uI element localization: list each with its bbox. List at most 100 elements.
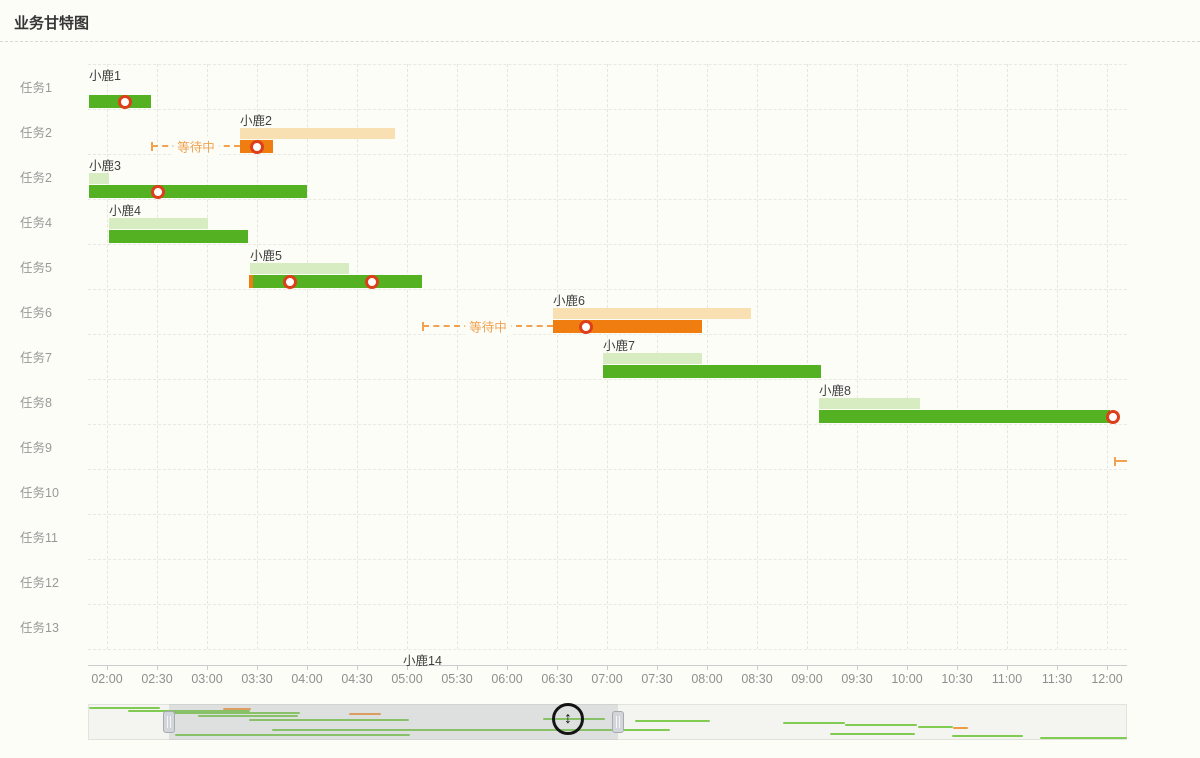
minimap-segment [1040, 737, 1127, 739]
minimap-segment [249, 719, 409, 721]
datazoom-selection[interactable] [169, 704, 618, 740]
waiting-connector-label: 等待中 [173, 136, 219, 156]
grid-vline [157, 64, 158, 649]
y-axis-label: 任务2 [20, 126, 52, 140]
x-axis-tick [907, 665, 908, 670]
grid-hline [88, 559, 1127, 560]
y-axis-label: 任务7 [20, 351, 52, 365]
y-axis-label: 任务4 [20, 216, 52, 230]
datazoom-handle-right[interactable] [611, 711, 624, 733]
grid-vline [757, 64, 758, 649]
x-axis-tick [1057, 665, 1058, 670]
task-bar-plan[interactable] [250, 263, 349, 274]
grid-hline [88, 424, 1127, 425]
bar-label: 小鹿7 [603, 339, 635, 353]
task-bar-actual[interactable] [253, 275, 422, 288]
task-bar-plan[interactable] [603, 353, 702, 364]
x-axis-label: 07:30 [641, 672, 673, 686]
x-axis-label: 02:30 [141, 672, 173, 686]
grid-hline [88, 109, 1127, 110]
x-axis-label: 12:00 [1091, 672, 1123, 686]
minimap-segment [272, 729, 670, 731]
task-bar-actual[interactable] [553, 320, 702, 333]
task-bar-plan[interactable] [553, 308, 751, 319]
task-bar-actual[interactable] [109, 230, 248, 243]
task-bar-actual[interactable] [603, 365, 821, 378]
x-axis-line [88, 665, 1127, 666]
x-axis-label: 09:00 [791, 672, 823, 686]
y-axis-label: 任务13 [20, 621, 59, 635]
grid-vline [457, 64, 458, 649]
task-bar-plan[interactable] [240, 128, 395, 139]
x-axis-label: 03:30 [241, 672, 273, 686]
x-axis-tick [957, 665, 958, 670]
progress-marker [118, 94, 132, 109]
grid-vline [857, 64, 858, 649]
x-axis-tick [407, 665, 408, 670]
waiting-connector-label: 等待中 [465, 316, 511, 336]
progress-marker [579, 319, 593, 334]
vertical-arrows-glyph: ↕ [564, 710, 572, 727]
datazoom-slider[interactable] [88, 704, 1127, 740]
progress-marker [365, 274, 379, 289]
grid-vline [907, 64, 908, 649]
progress-marker [250, 139, 264, 154]
x-axis-label: 05:30 [441, 672, 473, 686]
waiting-connector [1115, 460, 1127, 462]
task-bar-lead[interactable] [249, 275, 253, 288]
datazoom-track[interactable] [88, 704, 1127, 740]
x-axis-tick [157, 665, 158, 670]
grid-vline [107, 64, 108, 649]
grid-vline [507, 64, 508, 649]
minimap-segment [128, 710, 250, 712]
task-bar-plan[interactable] [819, 398, 920, 409]
grid-vline [307, 64, 308, 649]
x-axis-tick [257, 665, 258, 670]
x-axis-tick [557, 665, 558, 670]
progress-marker [151, 184, 165, 199]
grid-hline [88, 64, 1127, 65]
grid-hline [88, 514, 1127, 515]
grid-vline [257, 64, 258, 649]
grid-hline [88, 379, 1127, 380]
title-separator [0, 41, 1200, 42]
y-axis-label: 任务10 [20, 486, 59, 500]
bar-label: 小鹿3 [89, 159, 121, 173]
grid-hline [88, 604, 1127, 605]
grid-vline [407, 64, 408, 649]
task-bar-actual[interactable] [819, 410, 1110, 423]
grid-hline [88, 289, 1127, 290]
x-axis-tick [1007, 665, 1008, 670]
grid-vline [1057, 64, 1058, 649]
progress-marker [1106, 409, 1120, 424]
x-axis-label: 07:00 [591, 672, 623, 686]
task-bar-plan[interactable] [109, 218, 208, 229]
grid-hline [88, 154, 1127, 155]
datazoom-handle-left[interactable] [163, 711, 176, 733]
bar-label: 小鹿4 [109, 204, 141, 218]
x-axis-tick [1107, 665, 1108, 670]
grid-hline [88, 469, 1127, 470]
minimap-segment [198, 715, 298, 717]
x-axis-label: 08:30 [741, 672, 773, 686]
minimap-segment [783, 722, 845, 724]
grid-vline [957, 64, 958, 649]
minimap-segment [953, 727, 968, 729]
task-bar-actual[interactable] [89, 185, 307, 198]
x-axis-label: 06:30 [541, 672, 573, 686]
bar-label: 小鹿8 [819, 384, 851, 398]
task-bar-plan[interactable] [89, 173, 109, 184]
grid-vline [807, 64, 808, 649]
minimap-segment [168, 712, 300, 714]
y-axis-label: 任务11 [20, 531, 58, 545]
minimap-segment [175, 734, 410, 736]
x-axis-label: 02:00 [91, 672, 123, 686]
minimap-segment [918, 726, 953, 728]
bar-label: 小鹿6 [553, 294, 585, 308]
y-axis-label: 任务5 [20, 261, 52, 275]
x-axis-label: 10:30 [941, 672, 973, 686]
minimap-segment [952, 735, 1023, 737]
y-axis-label: 任务8 [20, 396, 52, 410]
x-axis-tick [807, 665, 808, 670]
